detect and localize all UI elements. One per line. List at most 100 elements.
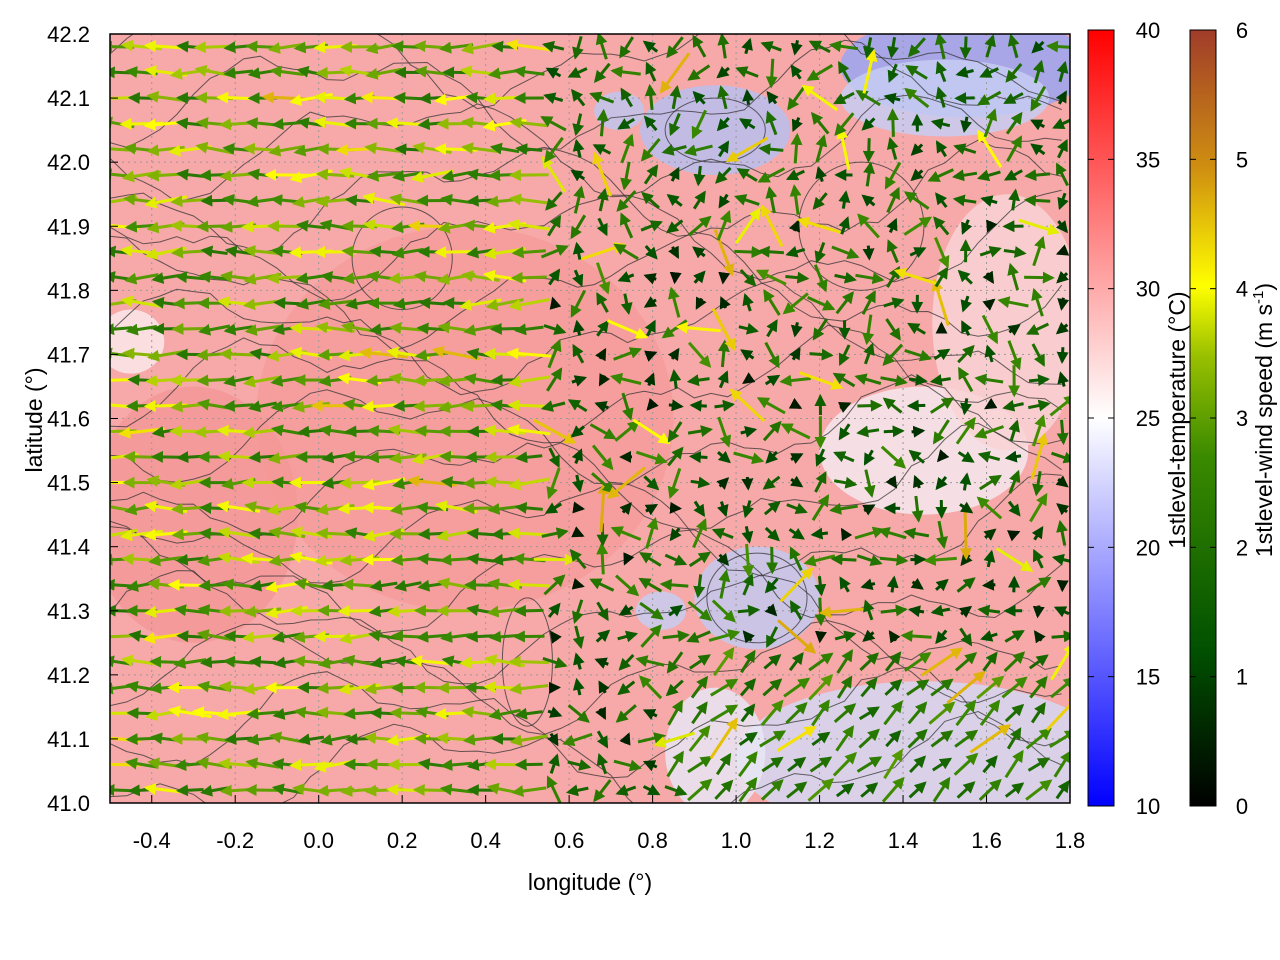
- wind-arrow: [644, 503, 659, 516]
- wind-arrow: [693, 270, 706, 284]
- wind-arrow: [224, 733, 253, 746]
- wind-arrow: [200, 194, 228, 207]
- wind-arrow: [833, 703, 857, 724]
- wind-arrow: [862, 314, 875, 346]
- wind-arrow: [393, 579, 422, 592]
- wind-arrow: [957, 269, 973, 285]
- wind-arrow: [313, 630, 357, 643]
- wind-arrow: [983, 549, 996, 568]
- wind-arrow: [572, 241, 585, 260]
- wind-arrow: [418, 296, 446, 309]
- y-tick-label: 41.7: [47, 342, 90, 367]
- wind-arrow: [742, 372, 756, 384]
- wind-arrow: [592, 151, 612, 197]
- wind-arrow: [909, 755, 927, 774]
- wind-arrow: [717, 85, 730, 110]
- wind-arrow: [760, 779, 784, 801]
- wind-arrow: [593, 779, 612, 803]
- x-tick-label: 1.4: [888, 828, 919, 853]
- wind-arrow: [1027, 757, 1051, 772]
- wind-arrow: [960, 295, 973, 313]
- wind-arrow: [717, 370, 729, 389]
- wind-arrow: [692, 246, 706, 259]
- wind-arrow: [571, 375, 587, 387]
- wind-arrow: [984, 397, 998, 410]
- wind-arrow: [978, 474, 1002, 491]
- wind-arrow: [549, 296, 562, 310]
- wind-arrow: [569, 548, 587, 570]
- wind-arrow: [957, 344, 975, 364]
- wind-arrow: [717, 339, 730, 368]
- wind-arrow: [508, 298, 550, 311]
- contour-line: [110, 710, 1062, 803]
- wind-arrow: [1032, 235, 1046, 267]
- wind-arrow: [549, 630, 562, 644]
- wind-arrow: [930, 678, 954, 697]
- wind-arrow: [1003, 651, 1026, 673]
- plot-area: -0.4 -0.2 0.0 0.2 0.4 0.6 0.8 1.0 1.2 1.4 1.6 1.8 4…: [47, 22, 1085, 853]
- wind-arrow: [639, 552, 662, 567]
- wind-arrow: [883, 425, 905, 438]
- wind-arrow: [927, 168, 954, 182]
- wind-arrow: [710, 678, 739, 697]
- wind-arrow: [591, 444, 614, 471]
- wind-arrow: [546, 467, 561, 500]
- wind-arrow: [540, 244, 569, 259]
- wind-arrow: [466, 527, 495, 540]
- wind-arrow: [644, 83, 657, 111]
- wind-arrow: [543, 92, 564, 104]
- wind-arrow: [813, 264, 828, 293]
- wind-arrow: [638, 577, 663, 593]
- wind-arrow: [738, 118, 756, 130]
- y-tick-label: 41.2: [47, 663, 90, 688]
- wind-arrow: [716, 552, 730, 567]
- wind-arrow: [785, 245, 806, 258]
- wind-arrow: [693, 165, 706, 187]
- y-tick-label: 41.5: [47, 471, 90, 496]
- wind-arrow: [691, 109, 707, 140]
- wind-arrow: [1056, 419, 1069, 446]
- wind-arrow: [956, 577, 976, 593]
- wind-arrow: [662, 630, 690, 642]
- wind-arrow: [834, 630, 857, 643]
- wind-arrow: [760, 204, 784, 247]
- wind-arrow: [833, 91, 855, 105]
- temperature-colorbar: 10 15 20 25 30 35 40 1stlevel-temperature (°C): [1087, 18, 1190, 819]
- wind-arrow: [688, 654, 711, 670]
- wind-arrow: [620, 293, 633, 315]
- wind-arrow: [736, 168, 758, 182]
- wind-arrow: [755, 269, 787, 286]
- wind-arrow: [393, 91, 423, 104]
- wind-arrow: [489, 142, 520, 155]
- wind-arrow: [621, 392, 634, 421]
- wind-arrow: [885, 729, 902, 748]
- wind-arrow: [199, 502, 229, 515]
- wind-arrow: [567, 66, 588, 78]
- wind-arrow: [717, 140, 730, 158]
- wind-arrow: [664, 784, 688, 797]
- x-axis-label: longitude (°): [528, 869, 652, 895]
- wind-arrow: [738, 776, 758, 803]
- wind-arrow: [417, 528, 447, 541]
- wind-arrow: [739, 268, 757, 287]
- wind-arrow: [854, 373, 882, 386]
- wind-arrow: [1049, 394, 1070, 417]
- wind-arrow: [809, 756, 833, 773]
- wind-arrow: [643, 296, 658, 308]
- wind-arrow: [668, 166, 680, 182]
- wind-arrow: [665, 679, 684, 697]
- wind-arrow: [1026, 322, 1050, 335]
- wind-arrow: [687, 425, 713, 437]
- wind-arrow: [954, 729, 979, 748]
- wind-arrow: [799, 371, 844, 390]
- wind-arrow: [661, 144, 687, 156]
- wind-arrow: [273, 297, 301, 310]
- wind-arrow: [567, 399, 588, 413]
- wind-arrow: [811, 699, 830, 727]
- contour-line: [110, 34, 1062, 110]
- wind-arrow: [982, 270, 994, 285]
- wind-arrow: [789, 600, 803, 621]
- wind-arrow: [979, 66, 999, 78]
- wind-arrow: [572, 599, 584, 624]
- wind-arrow: [570, 289, 587, 318]
